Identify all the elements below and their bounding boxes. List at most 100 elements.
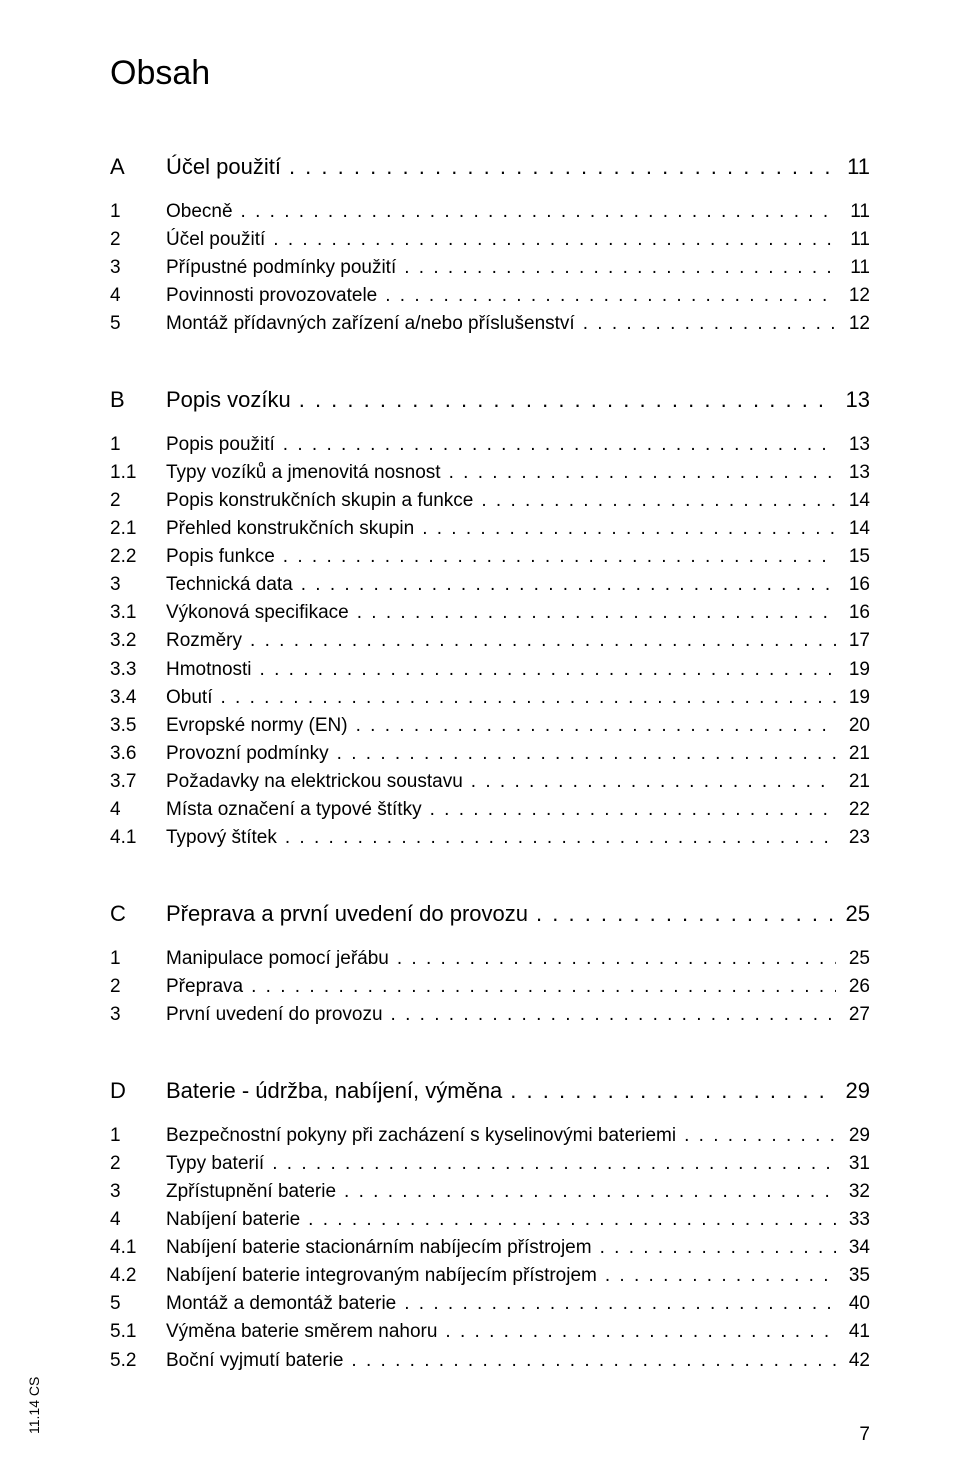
dot-leader: . . . . . . . . . . . . . . . . . . . . … — [295, 384, 836, 417]
entry-page: 14 — [836, 487, 870, 515]
section-letter: B — [110, 384, 166, 417]
entry-number: 4.1 — [110, 824, 166, 852]
entry-number: 3 — [110, 1178, 166, 1206]
entry-page: 35 — [836, 1262, 870, 1290]
dot-leader: . . . . . . . . . . . . . . . . . . . . … — [279, 543, 836, 571]
entry-label: Přípustné podmínky použití — [166, 254, 400, 282]
entry-page: 23 — [836, 824, 870, 852]
entry-page: 26 — [836, 973, 870, 1001]
entry-label: Manipulace pomocí jeřábu — [166, 945, 393, 973]
dot-leader: . . . . . . . . . . . . . . . . . . . . … — [393, 945, 836, 973]
page-title: Obsah — [110, 54, 870, 93]
entry-page: 29 — [836, 1122, 870, 1150]
entry-page: 21 — [836, 740, 870, 768]
entry-label: První uvedení do provozu — [166, 1001, 387, 1029]
entry-number: 3 — [110, 571, 166, 599]
entry-number: 1 — [110, 198, 166, 226]
section-page: 11 — [836, 151, 870, 184]
toc-entry: 3.3Hmotnosti. . . . . . . . . . . . . . … — [110, 656, 870, 684]
entry-page: 12 — [836, 282, 870, 310]
dot-leader: . . . . . . . . . . . . . . . . . . . . … — [256, 656, 836, 684]
toc-entry: 4Nabíjení baterie. . . . . . . . . . . .… — [110, 1206, 870, 1234]
table-of-contents: AÚčel použití. . . . . . . . . . . . . .… — [110, 151, 870, 1375]
dot-leader: . . . . . . . . . . . . . . . . . . . . … — [268, 1150, 836, 1178]
entry-page: 20 — [836, 712, 870, 740]
entry-number: 2.1 — [110, 515, 166, 543]
entry-number: 1 — [110, 945, 166, 973]
entry-number: 3.3 — [110, 656, 166, 684]
dot-leader: . . . . . . . . . . . . . . . . . . . . … — [281, 824, 836, 852]
entry-label: Účel použití — [166, 226, 269, 254]
dot-leader: . . . . . . . . . . . . . . . . . . . . … — [333, 740, 836, 768]
entry-label: Povinnosti provozovatele — [166, 282, 381, 310]
toc-section: CPřeprava a první uvedení do provozu. . … — [110, 898, 870, 1029]
dot-leader: . . . . . . . . . . . . . . . . . . . . … — [269, 226, 836, 254]
toc-entry: 4.2Nabíjení baterie integrovaným nabíjec… — [110, 1262, 870, 1290]
page: Obsah AÚčel použití. . . . . . . . . . .… — [0, 0, 960, 1474]
entry-label: Výměna baterie směrem nahoru — [166, 1318, 441, 1346]
toc-entry: 4.1Nabíjení baterie stacionárním nabíjec… — [110, 1234, 870, 1262]
page-number: 7 — [859, 1424, 870, 1446]
entry-page: 13 — [836, 431, 870, 459]
section-page: 25 — [836, 898, 870, 931]
entry-page: 33 — [836, 1206, 870, 1234]
entry-number: 2 — [110, 487, 166, 515]
entry-label: Požadavky na elektrickou soustavu — [166, 768, 467, 796]
dot-leader: . . . . . . . . . . . . . . . . . . . . … — [400, 1290, 836, 1318]
toc-entry: 3.2Rozměry. . . . . . . . . . . . . . . … — [110, 627, 870, 655]
toc-entry: 5Montáž přídavných zařízení a/nebo přísl… — [110, 310, 870, 338]
entry-number: 1.1 — [110, 459, 166, 487]
dot-leader: . . . . . . . . . . . . . . . . . . . . … — [477, 487, 836, 515]
entry-number: 4 — [110, 282, 166, 310]
toc-entry: 3Přípustné podmínky použití. . . . . . .… — [110, 254, 870, 282]
entry-label: Výkonová specifikace — [166, 599, 353, 627]
entry-label: Bezpečnostní pokyny při zacházení s kyse… — [166, 1122, 680, 1150]
dot-leader: . . . . . . . . . . . . . . . . . . . . … — [467, 768, 836, 796]
toc-section: AÚčel použití. . . . . . . . . . . . . .… — [110, 151, 870, 338]
toc-entry: 3.1Výkonová specifikace. . . . . . . . .… — [110, 599, 870, 627]
entry-page: 16 — [836, 599, 870, 627]
entry-page: 19 — [836, 684, 870, 712]
entry-label: Typový štítek — [166, 824, 281, 852]
entry-number: 2 — [110, 1150, 166, 1178]
entry-label: Popis použití — [166, 431, 279, 459]
dot-leader: . . . . . . . . . . . . . . . . . . . . … — [381, 282, 836, 310]
entry-number: 3.4 — [110, 684, 166, 712]
toc-entry: 3Zpřístupnění baterie. . . . . . . . . .… — [110, 1178, 870, 1206]
dot-leader: . . . . . . . . . . . . . . . . . . . . … — [297, 571, 836, 599]
entry-number: 2.2 — [110, 543, 166, 571]
toc-entry: 3Technická data. . . . . . . . . . . . .… — [110, 571, 870, 599]
section-title: Baterie - údržba, nabíjení, výměna — [166, 1075, 506, 1108]
entry-label: Obutí — [166, 684, 216, 712]
entry-label: Rozměry — [166, 627, 246, 655]
dot-leader: . . . . . . . . . . . . . . . . . . . . … — [387, 1001, 836, 1029]
dot-leader: . . . . . . . . . . . . . . . . . . . . … — [579, 310, 836, 338]
toc-entry: 2Účel použití. . . . . . . . . . . . . .… — [110, 226, 870, 254]
entry-page: 41 — [836, 1318, 870, 1346]
entry-page: 12 — [836, 310, 870, 338]
entry-number: 3.1 — [110, 599, 166, 627]
toc-entry: 1Popis použití. . . . . . . . . . . . . … — [110, 431, 870, 459]
section-letter: C — [110, 898, 166, 931]
side-label: 11.14 CS — [26, 1377, 42, 1434]
dot-leader: . . . . . . . . . . . . . . . . . . . . … — [596, 1234, 836, 1262]
section-page: 13 — [836, 384, 870, 417]
entry-label: Obecně — [166, 198, 237, 226]
toc-entry: 5.2Boční vyjmutí baterie. . . . . . . . … — [110, 1347, 870, 1375]
toc-entry: 2.2Popis funkce. . . . . . . . . . . . .… — [110, 543, 870, 571]
dot-leader: . . . . . . . . . . . . . . . . . . . . … — [246, 627, 836, 655]
entry-label: Typy baterií — [166, 1150, 268, 1178]
entry-page: 25 — [836, 945, 870, 973]
dot-leader: . . . . . . . . . . . . . . . . . . . . … — [506, 1075, 836, 1108]
entry-page: 42 — [836, 1347, 870, 1375]
toc-entry: 2Přeprava. . . . . . . . . . . . . . . .… — [110, 973, 870, 1001]
entry-page: 27 — [836, 1001, 870, 1029]
entry-number: 5 — [110, 310, 166, 338]
entry-number: 4 — [110, 1206, 166, 1234]
toc-section: DBaterie - údržba, nabíjení, výměna. . .… — [110, 1075, 870, 1375]
dot-leader: . . . . . . . . . . . . . . . . . . . . … — [445, 459, 836, 487]
entry-page: 11 — [836, 198, 870, 226]
toc-entry: 1.1Typy vozíků a jmenovitá nosnost. . . … — [110, 459, 870, 487]
entry-page: 40 — [836, 1290, 870, 1318]
dot-leader: . . . . . . . . . . . . . . . . . . . . … — [680, 1122, 836, 1150]
